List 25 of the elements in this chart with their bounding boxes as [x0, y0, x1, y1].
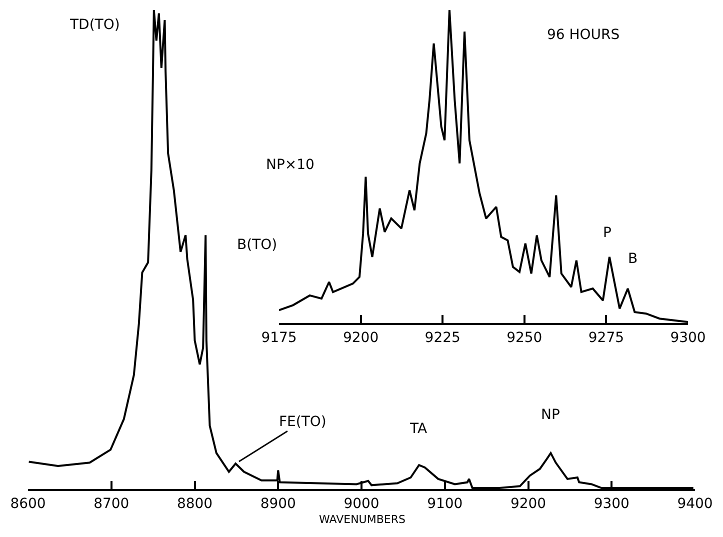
annotation: B(TO)	[237, 237, 278, 253]
x-tick-label: 9225	[424, 330, 460, 346]
x-tick-label: 8900	[260, 496, 296, 512]
x-tick-label: 9200	[510, 496, 546, 512]
x-tick-label: 9300	[594, 496, 630, 512]
annotation: P	[603, 225, 612, 241]
annotation: NP	[541, 407, 560, 423]
x-tick-label: 9275	[588, 330, 624, 346]
annotation: NP×10	[266, 157, 314, 173]
x-tick-label: 9300	[670, 330, 706, 346]
annotation: FE(TO)	[279, 414, 326, 430]
x-tick-label: 8700	[94, 496, 130, 512]
x-tick-label: 9200	[342, 330, 379, 346]
x-tick-label: 9250	[506, 330, 542, 346]
x-tick-label: 8600	[10, 496, 46, 512]
x-tick-label: 9175	[261, 330, 297, 346]
annotation: B	[628, 251, 638, 267]
annotation: TD(TO)	[69, 17, 120, 33]
annotation: TA	[409, 421, 428, 437]
x-tick-label: 9400	[677, 496, 713, 512]
x-tick-label: 9000	[344, 496, 380, 512]
x-tick-label: 9100	[427, 496, 463, 512]
x-axis-title: WAVENUMBERS	[319, 513, 406, 526]
text: 96 HOURS	[547, 27, 620, 43]
x-tick-label: 8800	[176, 496, 213, 512]
